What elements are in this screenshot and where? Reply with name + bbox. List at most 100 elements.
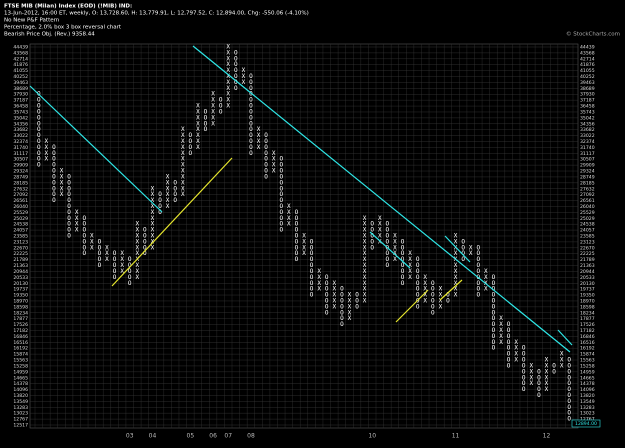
x-box: X [60, 185, 64, 192]
o-box: O [310, 244, 314, 251]
x-box: X [151, 215, 155, 222]
x-box: X [499, 339, 503, 346]
x-box: X [226, 97, 230, 104]
o-box: O [52, 150, 56, 157]
x-box: X [135, 250, 139, 257]
o-box: O [476, 262, 480, 269]
x-box: X [211, 114, 215, 121]
x-box: X [151, 209, 155, 216]
o-box: O [98, 238, 102, 245]
x-box: X [257, 132, 261, 139]
o-box: O [446, 292, 450, 299]
o-box: O [567, 374, 571, 381]
o-box: O [98, 256, 102, 263]
o-box: O [279, 179, 283, 186]
o-box: O [355, 303, 359, 310]
o-box: O [295, 209, 299, 216]
x-box: X [151, 244, 155, 251]
o-box: O [401, 274, 405, 281]
x-box: X [151, 197, 155, 204]
o-box: O [567, 392, 571, 399]
o-box: O [507, 321, 511, 328]
x-box: X [196, 138, 200, 145]
y-tick-label-right: 13820 [580, 393, 595, 399]
x-box: X [60, 179, 64, 186]
y-tick-label-right: 19737 [580, 287, 595, 293]
o-box: O [431, 280, 435, 287]
o-box: O [386, 221, 390, 228]
o-box: O [67, 197, 71, 204]
o-box: O [249, 97, 253, 104]
x-box: X [135, 238, 139, 245]
o-box: O [67, 232, 71, 239]
x-box: X [378, 215, 382, 222]
x-box: X [181, 156, 185, 163]
o-box: O [522, 345, 526, 352]
y-tick-label-right: 41055 [580, 68, 595, 74]
y-tick-label: 21363 [13, 263, 28, 269]
x-box: X [514, 357, 518, 364]
y-tick-label-right: 32374 [580, 139, 595, 145]
x-box: X [348, 315, 352, 322]
o-box: O [219, 108, 223, 115]
x-box: X [454, 262, 458, 269]
x-box: X [530, 380, 534, 387]
x-box: X [105, 250, 109, 257]
o-box: O [234, 85, 238, 92]
x-box: X [514, 345, 518, 352]
o-box: O [401, 262, 405, 269]
y-tick-label-right: 35743 [580, 109, 595, 115]
trend-line [369, 231, 411, 269]
x-box: X [439, 303, 443, 310]
x-box: X [530, 362, 534, 369]
chart-title: FTSE MIB (Milan) Index (EOD) (!MIB) IND: [4, 4, 132, 10]
o-box: O [234, 79, 238, 86]
settings: Percentage, 2.0% box 3 box reversal char… [4, 25, 122, 31]
o-box: O [295, 215, 299, 222]
o-box: O [507, 327, 511, 334]
y-tick-label-right: 33682 [580, 127, 595, 133]
o-box: O [143, 232, 147, 239]
y-tick-label-right: 33022 [580, 133, 595, 139]
y-tick-label: 33682 [13, 127, 28, 133]
o-box: O [325, 303, 329, 310]
o-box: O [476, 268, 480, 275]
o-box: O [264, 144, 268, 151]
o-box: O [446, 297, 450, 304]
o-box: O [492, 286, 496, 293]
y-tick-label: 17877 [13, 316, 28, 322]
o-box: O [567, 398, 571, 405]
x-box: X [151, 191, 155, 198]
y-tick-label-right: 18970 [580, 298, 595, 304]
y-tick-label-right: 41876 [580, 62, 595, 68]
x-box: X [560, 351, 564, 358]
pattern: No New P&F Pattern [4, 18, 60, 24]
x-box: X [363, 244, 367, 251]
o-box: O [234, 49, 238, 56]
o-box: O [370, 221, 374, 228]
x-box: X [105, 244, 109, 251]
o-box: O [492, 280, 496, 287]
o-box: O [67, 227, 71, 234]
x-box: X [151, 203, 155, 210]
o-box: O [249, 120, 253, 127]
year-label: 04 [149, 433, 157, 440]
x-box: X [105, 256, 109, 263]
y-tick-label-right: 21363 [580, 263, 595, 269]
y-tick-label-right: 23585 [580, 233, 595, 239]
o-box: O [67, 221, 71, 228]
o-box: O [310, 292, 314, 299]
o-box: O [249, 79, 253, 86]
last-price-box [571, 419, 601, 428]
o-box: O [264, 132, 268, 139]
o-box: O [492, 339, 496, 346]
y-tick-label-right: 16192 [580, 346, 595, 352]
x-box: X [226, 103, 230, 110]
y-tick-label: 13820 [13, 393, 28, 399]
y-tick-label: 12517 [13, 423, 28, 429]
o-box: O [37, 126, 41, 133]
o-box: O [158, 197, 162, 204]
x-box: X [181, 132, 185, 139]
x-box: X [317, 280, 321, 287]
x-box: X [378, 227, 382, 234]
